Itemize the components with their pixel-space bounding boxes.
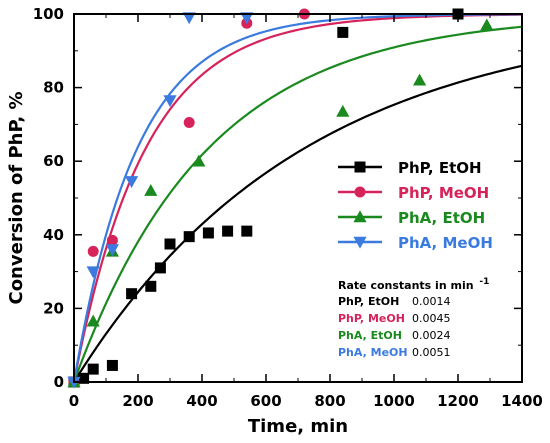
data-point	[163, 95, 177, 108]
legend-marker	[354, 186, 366, 198]
data-point	[106, 234, 118, 246]
y-tick-label: 60	[43, 152, 64, 170]
x-axis-title: Time, min	[248, 416, 348, 437]
data-point	[413, 73, 427, 86]
rate-row-value: 0.0051	[412, 346, 451, 359]
y-axis-title: Conversion of PhP, %	[6, 91, 27, 304]
series-points	[67, 18, 494, 388]
data-point	[86, 314, 100, 327]
data-point	[222, 225, 234, 237]
data-point	[144, 184, 158, 196]
tick-labels: 0 200 400 600 800 1000 1200 1400 0 20 40 60 80 100	[33, 5, 543, 410]
data-point	[106, 359, 118, 371]
rate-constants-annotation: Rate constants in min -1 PhP, EtOH 0.0014…	[338, 277, 489, 359]
y-tick-label: 100	[33, 5, 64, 23]
rate-constants-title: Rate constants in min -1	[338, 277, 489, 292]
data-point	[192, 154, 206, 167]
data-point	[241, 225, 253, 237]
data-point	[105, 244, 119, 257]
x-tick-label: 600	[250, 392, 281, 410]
data-points	[67, 8, 494, 389]
legend: PhP, EtOH PhP, MeOH PhA, EtOH PhA, MeOH	[338, 159, 493, 252]
fit-curve	[73, 64, 523, 383]
legend-marker	[354, 161, 366, 173]
rate-row-value: 0.0045	[412, 312, 451, 325]
y-tick-label: 0	[54, 373, 64, 391]
data-point	[87, 245, 99, 257]
x-tick-label: 200	[122, 392, 153, 410]
data-point	[337, 26, 349, 38]
legend-label: PhP, EtOH	[398, 159, 482, 177]
data-point	[86, 266, 100, 279]
series-points	[68, 8, 310, 388]
data-point	[183, 231, 195, 243]
legend-label: PhP, MeOH	[398, 184, 489, 202]
y-tick-label: 40	[43, 226, 64, 244]
y-tick-label: 20	[43, 299, 64, 317]
rate-row-value: 0.0024	[412, 329, 451, 342]
legend-label: PhA, EtOH	[398, 209, 485, 227]
data-point	[78, 372, 90, 384]
data-point	[182, 12, 196, 25]
x-tick-label: 1200	[437, 392, 479, 410]
x-tick-label: 1400	[501, 392, 543, 410]
data-point	[125, 176, 139, 189]
x-tick-label: 0	[69, 392, 79, 410]
data-point	[126, 288, 138, 300]
data-point	[480, 18, 494, 31]
data-point	[183, 117, 195, 129]
rate-row-name: PhA, MeOH	[338, 346, 408, 359]
rate-constants-rows: PhP, EtOH 0.0014 PhP, MeOH 0.0045 PhA, EtOH 0…	[338, 295, 451, 359]
rate-constants-unit-exponent: -1	[479, 277, 489, 287]
series-points	[67, 12, 254, 389]
data-point	[336, 104, 350, 117]
rate-row-name: PhA, EtOH	[338, 329, 402, 342]
x-tick-label: 400	[186, 392, 217, 410]
rate-row-value: 0.0014	[412, 295, 451, 308]
x-tick-label: 800	[314, 392, 345, 410]
data-point	[240, 12, 254, 25]
data-point	[87, 363, 99, 375]
legend-marker	[353, 236, 367, 249]
rate-row-name: PhP, EtOH	[338, 295, 399, 308]
data-point	[154, 262, 166, 274]
y-tick-label: 80	[43, 79, 64, 97]
axis-ticks	[73, 13, 523, 383]
data-point	[145, 280, 157, 292]
x-tick-label: 1000	[373, 392, 415, 410]
rate-row-name: PhP, MeOH	[338, 312, 405, 325]
rate-constants-title-text: Rate constants in min	[338, 279, 474, 292]
data-point	[202, 227, 214, 239]
data-point	[164, 238, 176, 250]
legend-marker	[353, 210, 367, 223]
fit-curve	[72, 25, 523, 383]
legend-label: PhA, MeOH	[398, 234, 493, 252]
